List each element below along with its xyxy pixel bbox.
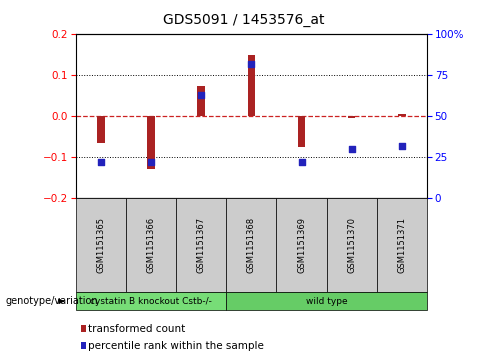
- Point: [197, 92, 205, 98]
- Point: [348, 146, 356, 152]
- Point: [247, 61, 255, 67]
- Bar: [398, 114, 406, 116]
- Bar: [97, 116, 104, 143]
- Text: GSM1151367: GSM1151367: [197, 217, 205, 273]
- Bar: [147, 116, 155, 169]
- Text: GSM1151365: GSM1151365: [96, 217, 105, 273]
- Bar: [197, 86, 205, 116]
- Text: GSM1151368: GSM1151368: [247, 217, 256, 273]
- Bar: [298, 116, 305, 147]
- Text: cystatin B knockout Cstb-/-: cystatin B knockout Cstb-/-: [90, 297, 212, 306]
- Point: [298, 159, 305, 165]
- Point: [147, 159, 155, 165]
- Text: wild type: wild type: [306, 297, 347, 306]
- Text: GSM1151366: GSM1151366: [146, 217, 156, 273]
- Point: [398, 143, 406, 148]
- Text: transformed count: transformed count: [87, 323, 185, 334]
- Text: percentile rank within the sample: percentile rank within the sample: [87, 340, 264, 351]
- Text: genotype/variation: genotype/variation: [6, 296, 99, 306]
- Bar: [348, 116, 355, 118]
- Text: GSM1151371: GSM1151371: [397, 217, 407, 273]
- Text: GSM1151369: GSM1151369: [297, 217, 306, 273]
- Text: GDS5091 / 1453576_at: GDS5091 / 1453576_at: [163, 13, 325, 27]
- Bar: [247, 55, 255, 116]
- Text: GSM1151370: GSM1151370: [347, 217, 356, 273]
- Point: [97, 159, 104, 165]
